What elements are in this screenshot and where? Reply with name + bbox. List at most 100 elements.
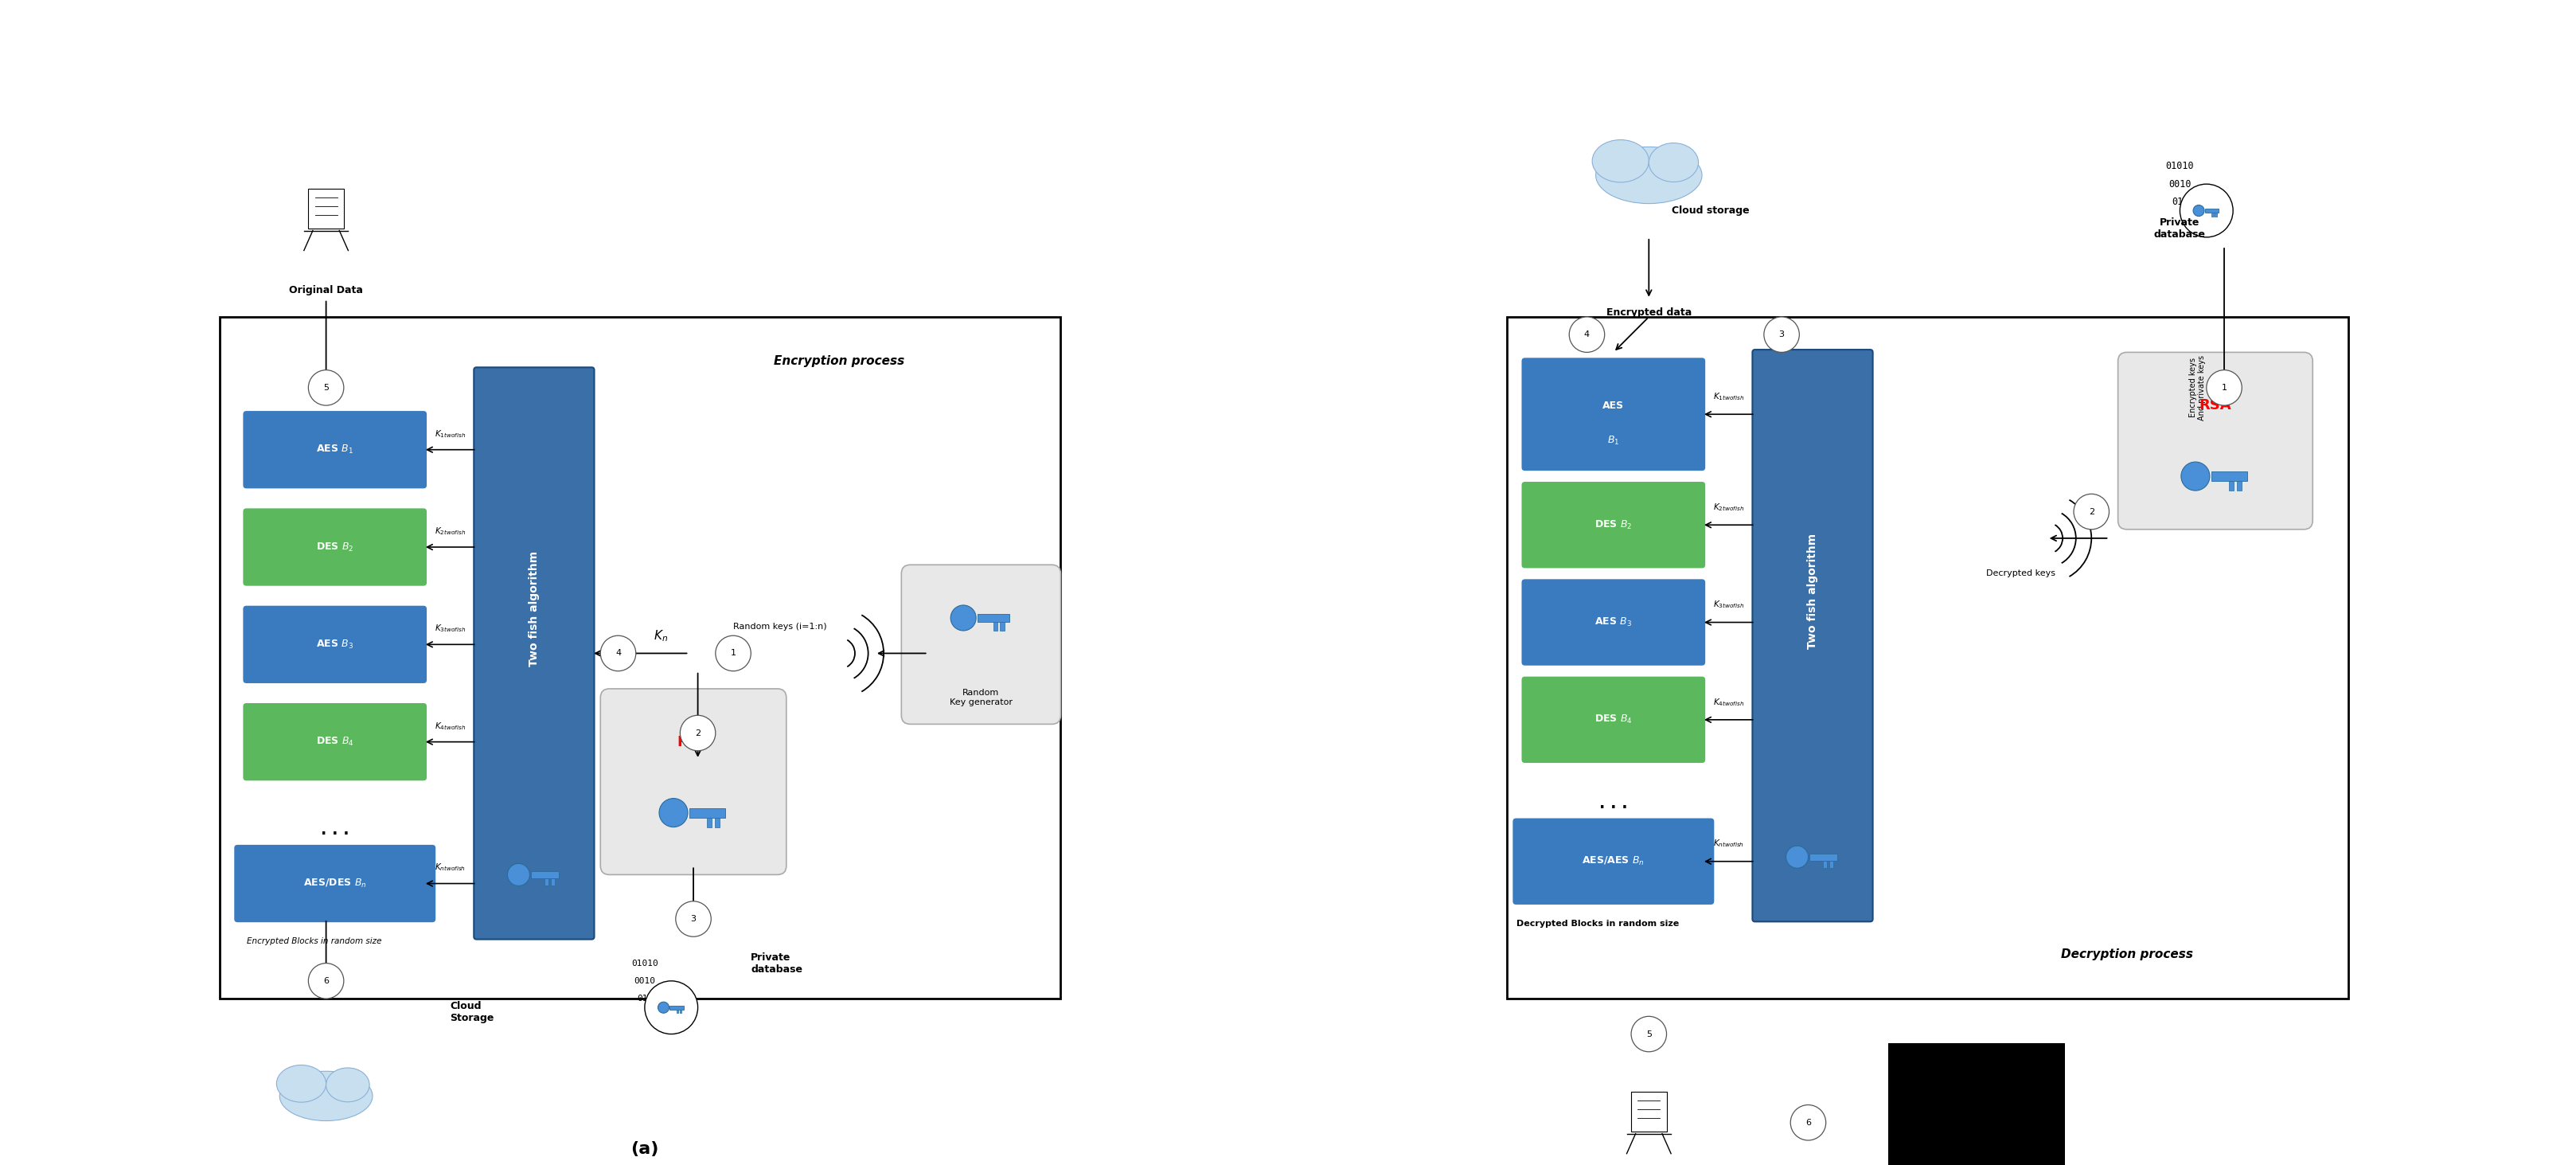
Circle shape (2179, 461, 2210, 490)
Text: RSA: RSA (2197, 398, 2231, 412)
Bar (706, 818, 711, 827)
Bar (2205, 209, 2218, 212)
Text: DES $B_4$: DES $B_4$ (317, 736, 353, 748)
Bar (714, 818, 719, 827)
FancyBboxPatch shape (1520, 676, 1705, 763)
Text: AES: AES (1602, 401, 1623, 410)
Text: $K_n$: $K_n$ (654, 628, 667, 643)
FancyBboxPatch shape (234, 845, 435, 923)
Text: $K_{4twofish}$: $K_{4twofish}$ (435, 720, 466, 732)
FancyBboxPatch shape (474, 367, 595, 939)
Text: $K_{4twofish}$: $K_{4twofish}$ (1713, 697, 1744, 707)
Text: 5: 5 (322, 383, 330, 391)
Bar (1888, 1043, 2063, 1165)
Bar (2210, 472, 2246, 481)
Text: $K_{1twofish}$: $K_{1twofish}$ (1713, 391, 1744, 402)
FancyBboxPatch shape (600, 689, 786, 875)
Circle shape (659, 798, 688, 827)
Text: 01010: 01010 (2164, 161, 2192, 171)
Circle shape (716, 636, 750, 671)
Text: AES/DES $B_n$: AES/DES $B_n$ (304, 877, 366, 890)
Text: Cloud storage: Cloud storage (1672, 205, 1749, 216)
Bar (976, 614, 1010, 622)
Text: 010: 010 (636, 995, 652, 1003)
Text: 1: 1 (2221, 383, 2226, 391)
Bar (999, 622, 1005, 630)
FancyBboxPatch shape (1520, 358, 1705, 472)
Text: $K_{2twofish}$: $K_{2twofish}$ (435, 525, 466, 537)
Text: Private
database: Private database (2154, 217, 2205, 240)
Bar (1507, 317, 2347, 998)
Text: 2: 2 (2089, 508, 2094, 516)
Circle shape (644, 981, 698, 1035)
FancyBboxPatch shape (242, 410, 428, 489)
FancyBboxPatch shape (1752, 350, 1873, 922)
Text: 0010: 0010 (634, 977, 654, 984)
Text: AES $B_3$: AES $B_3$ (317, 638, 353, 650)
Text: Cloud
Storage: Cloud Storage (451, 1001, 495, 1023)
FancyBboxPatch shape (242, 508, 428, 586)
Text: 2: 2 (696, 729, 701, 737)
Text: 5: 5 (1646, 1030, 1651, 1038)
FancyBboxPatch shape (1520, 579, 1705, 666)
Text: 1: 1 (729, 649, 737, 657)
Text: Encrypted keys
And private keys: Encrypted keys And private keys (2190, 355, 2205, 421)
Circle shape (675, 902, 711, 937)
Text: Two fish algorithm: Two fish algorithm (1806, 534, 1819, 649)
Text: 6: 6 (322, 977, 330, 984)
Text: 0010: 0010 (2169, 179, 2190, 189)
Circle shape (1631, 1016, 1667, 1052)
Bar (2228, 481, 2233, 490)
FancyBboxPatch shape (902, 565, 1061, 725)
Circle shape (2205, 370, 2241, 405)
Text: Encrypted data: Encrypted data (1605, 308, 1690, 318)
Ellipse shape (276, 1065, 327, 1102)
Circle shape (680, 715, 716, 750)
Ellipse shape (281, 1072, 374, 1121)
Text: DES $B_4$: DES $B_4$ (1595, 714, 1633, 726)
Circle shape (309, 963, 343, 998)
Text: $K_{ntwofish}$: $K_{ntwofish}$ (1713, 838, 1744, 849)
Text: DES $B_2$: DES $B_2$ (317, 541, 353, 553)
Bar (531, 871, 559, 878)
Text: Random keys (i=1:n): Random keys (i=1:n) (734, 623, 827, 630)
Text: 010: 010 (2172, 197, 2187, 207)
Text: $B_1$: $B_1$ (1607, 435, 1620, 447)
Circle shape (2179, 184, 2233, 238)
Text: 3: 3 (1777, 331, 1783, 339)
Text: Encryption process: Encryption process (773, 355, 904, 367)
Text: AES $B_3$: AES $B_3$ (1595, 616, 1631, 628)
Circle shape (951, 605, 976, 630)
Bar (992, 622, 997, 630)
Text: 4: 4 (616, 649, 621, 657)
Bar (2236, 481, 2241, 490)
Text: (a): (a) (631, 1142, 659, 1157)
Text: $K_{3twofish}$: $K_{3twofish}$ (1713, 599, 1744, 610)
Text: $K_{2twofish}$: $K_{2twofish}$ (1713, 502, 1744, 513)
Text: 👤: 👤 (1965, 1116, 1986, 1146)
Text: Encrypted Blocks in random size: Encrypted Blocks in random size (247, 937, 381, 945)
Bar (1808, 853, 1837, 861)
Ellipse shape (1649, 143, 1698, 182)
Text: Random
Key generator: Random Key generator (951, 689, 1012, 706)
FancyBboxPatch shape (242, 702, 428, 782)
Text: Original Data: Original Data (289, 285, 363, 296)
FancyBboxPatch shape (242, 605, 428, 684)
Bar (219, 317, 1061, 998)
Text: AES $B_1$: AES $B_1$ (317, 444, 353, 456)
Text: 4: 4 (1584, 331, 1589, 339)
Circle shape (600, 636, 636, 671)
Text: Decrypted keys: Decrypted keys (1986, 570, 2056, 578)
Circle shape (309, 370, 343, 405)
Circle shape (1765, 317, 1798, 352)
Ellipse shape (1595, 147, 1700, 204)
Text: $K_{ntwofish}$: $K_{ntwofish}$ (435, 862, 466, 873)
Circle shape (1790, 1104, 1826, 1141)
Circle shape (1569, 317, 1605, 352)
Text: DES $B_2$: DES $B_2$ (1595, 518, 1631, 531)
FancyBboxPatch shape (2117, 352, 2313, 529)
Bar (690, 807, 724, 818)
Text: 01010: 01010 (631, 959, 657, 967)
Circle shape (657, 1002, 670, 1014)
Circle shape (1785, 846, 1808, 868)
